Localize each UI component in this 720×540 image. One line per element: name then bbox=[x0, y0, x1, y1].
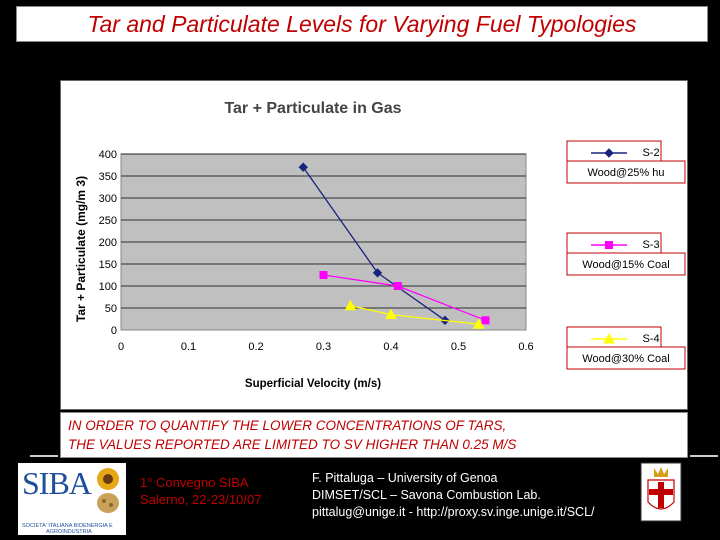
legend-name-s-2: S-2 bbox=[642, 147, 659, 159]
data-point-s-3 bbox=[481, 316, 490, 325]
x-tick-label: 0.3 bbox=[316, 341, 331, 353]
chart-title: Tar + Particulate in Gas bbox=[224, 100, 401, 117]
siba-logo-subtitle-1: SOCIETA' ITALIANA BIOENERGIA E bbox=[22, 523, 113, 529]
x-tick-label: 0.5 bbox=[451, 341, 466, 353]
siba-logo: SIBA SOCIETA' ITALIANA BIOENERGIA E AGRO… bbox=[18, 463, 126, 535]
legend-name-s-4: S-4 bbox=[642, 333, 659, 345]
y-tick-label: 100 bbox=[99, 281, 117, 293]
credit-contact: pittalug@unige.it - http://proxy.sv.inge… bbox=[312, 505, 595, 519]
legend-sublabel-s-3: Wood@15% Coal bbox=[582, 259, 669, 271]
note-box: IN ORDER TO QUANTIFY THE LOWER CONCENTRA… bbox=[60, 412, 688, 458]
genoa-crest-icon bbox=[640, 462, 682, 522]
y-tick-label: 50 bbox=[105, 303, 117, 315]
legend-name-s-3: S-3 bbox=[642, 239, 659, 251]
y-tick-label: 350 bbox=[99, 171, 117, 183]
legend-sublabel-s-4: Wood@30% Coal bbox=[582, 353, 669, 365]
y-tick-label: 250 bbox=[99, 215, 117, 227]
legend-marker-s-3 bbox=[605, 241, 613, 249]
x-tick-label: 0.1 bbox=[181, 341, 196, 353]
x-tick-label: 0.4 bbox=[383, 341, 398, 353]
legend-marker-s-4 bbox=[603, 332, 615, 344]
credits: F. Pittaluga – University of Genoa DIMSE… bbox=[312, 470, 595, 521]
y-tick-label: 400 bbox=[99, 149, 117, 161]
x-axis-label: Superficial Velocity (m/s) bbox=[245, 378, 381, 390]
divider-right bbox=[690, 455, 718, 457]
convegno-title: 1° Convegno SIBA bbox=[140, 475, 249, 490]
data-point-s-2 bbox=[298, 162, 308, 172]
convegno-info: 1° Convegno SIBA Salerno, 22-23/10/07 bbox=[140, 474, 261, 508]
legend-sub-box-s-2 bbox=[566, 160, 686, 184]
legend-sub-box-s-3 bbox=[566, 252, 686, 276]
chart-svg: 0 50 100 150 200 250 300 350 400 0 0.1 0.2 0.3 0.4 0.5… bbox=[74, 100, 686, 390]
y-axis-label: Tar + Particulate (mg/m 3) bbox=[74, 176, 88, 322]
data-point-s-4 bbox=[344, 299, 357, 311]
credit-lab: DIMSET/SCL – Savona Combustion Lab. bbox=[312, 488, 541, 502]
data-point-s-3 bbox=[393, 282, 402, 290]
y-tick-label: 300 bbox=[99, 193, 117, 205]
data-point-s-4 bbox=[472, 318, 485, 329]
data-point-s-3 bbox=[319, 271, 328, 279]
credit-author: F. Pittaluga – University of Genoa bbox=[312, 471, 498, 485]
siba-logo-subtitle-2: AGROINDUSTRIA bbox=[46, 529, 92, 535]
convegno-date: Salerno, 22-23/10/07 bbox=[140, 492, 262, 507]
siba-logo-text: SIBA bbox=[22, 465, 92, 501]
legend-sub-box-s-4 bbox=[566, 346, 686, 370]
sunflower-icon bbox=[97, 468, 119, 513]
divider-left bbox=[30, 455, 58, 457]
data-point-s-2 bbox=[372, 268, 383, 278]
legend-marker-s-2 bbox=[604, 148, 614, 158]
x-tick-label: 0.6 bbox=[518, 341, 533, 353]
title-box: Tar and Particulate Levels for Varying F… bbox=[16, 6, 708, 42]
legend-sublabel-s-2: Wood@25% hu bbox=[587, 167, 664, 179]
y-tick-label: 200 bbox=[99, 237, 117, 249]
data-point-s-4 bbox=[385, 308, 397, 320]
page-title: Tar and Particulate Levels for Varying F… bbox=[87, 11, 637, 37]
chart-frame: 0 50 100 150 200 250 300 350 400 0 0.1 0.2 0.3 0.4 0.5… bbox=[60, 80, 688, 410]
y-tick-label: 150 bbox=[99, 259, 117, 271]
x-tick-label: 0 bbox=[118, 341, 124, 353]
x-tick-label: 0.2 bbox=[248, 341, 263, 353]
y-tick-label: 0 bbox=[111, 325, 117, 337]
note-line-2: THE VALUES REPORTED ARE LIMITED TO SV HI… bbox=[68, 437, 517, 452]
note-line-1: IN ORDER TO QUANTIFY THE LOWER CONCENTRA… bbox=[68, 418, 507, 433]
